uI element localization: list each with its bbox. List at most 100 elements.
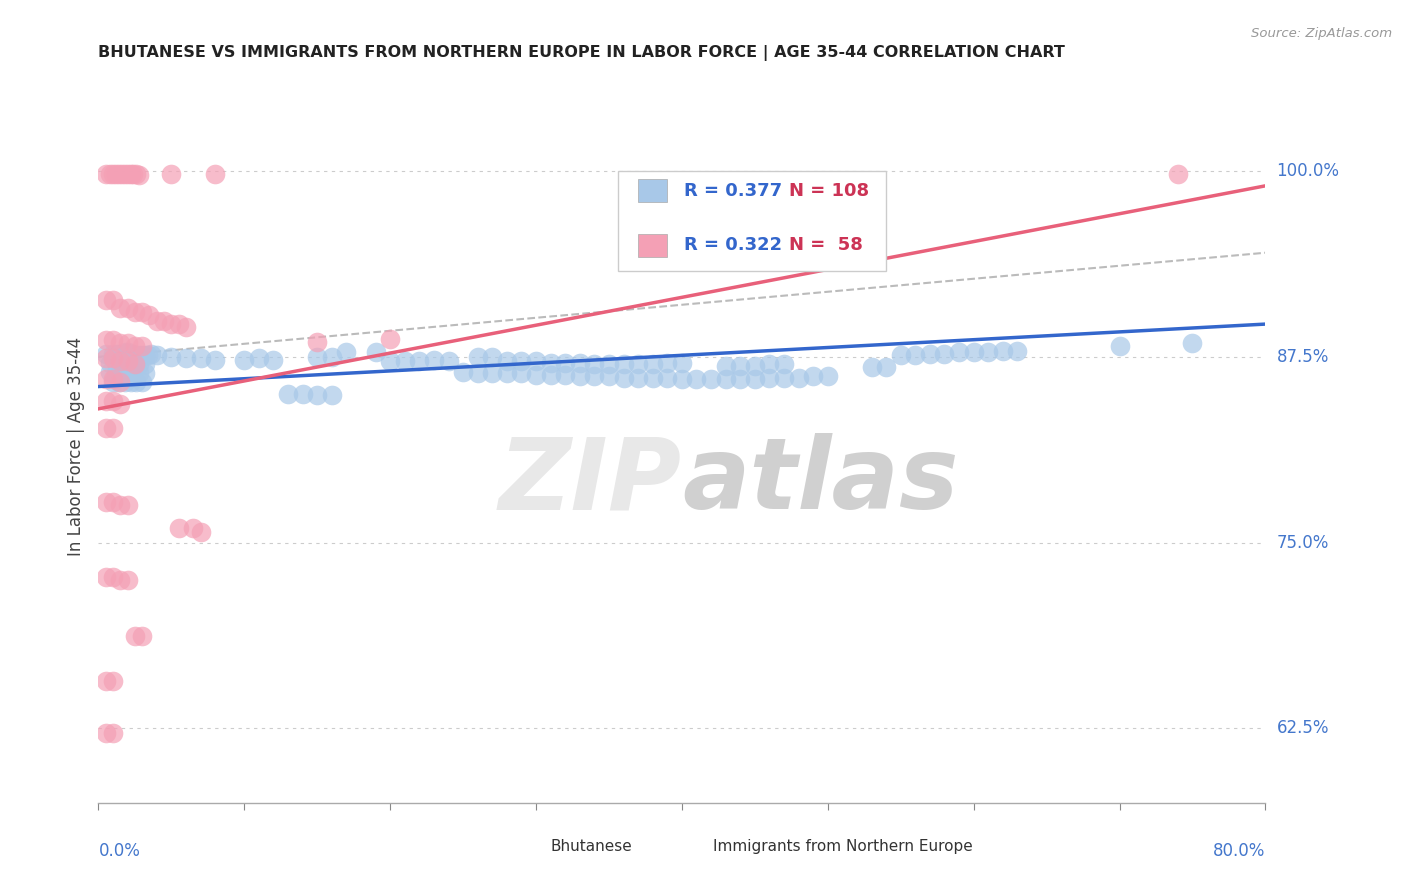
Point (728, 372, 751, 386)
Point (117, 336, 139, 351)
Point (744, 372, 766, 386)
Point (117, 345, 139, 359)
Point (94, 351, 117, 366)
Point (554, 356, 576, 370)
Point (540, 368, 562, 382)
Point (114, 167, 136, 181)
Point (174, 351, 197, 366)
Point (437, 354, 460, 368)
Point (583, 357, 606, 371)
Point (568, 369, 591, 384)
Point (131, 375, 153, 389)
Point (111, 357, 134, 371)
Point (817, 369, 839, 384)
Point (98, 365, 121, 379)
Point (94, 726, 117, 740)
Point (101, 372, 124, 386)
Point (641, 370, 664, 384)
Point (307, 388, 329, 402)
Point (247, 351, 270, 366)
Point (612, 357, 634, 371)
Point (291, 387, 314, 401)
Point (364, 345, 387, 359)
Point (101, 167, 124, 181)
Point (101, 726, 124, 740)
Point (568, 356, 591, 370)
Point (787, 370, 810, 384)
Point (110, 499, 132, 513)
Point (394, 354, 416, 368)
Point (125, 167, 148, 181)
Point (495, 354, 517, 368)
Point (627, 357, 650, 371)
FancyBboxPatch shape (617, 171, 886, 271)
Point (124, 357, 146, 371)
Point (104, 167, 127, 181)
Point (277, 387, 299, 401)
Point (167, 521, 190, 535)
Point (104, 366, 127, 380)
Point (773, 357, 796, 371)
Point (335, 345, 357, 359)
Point (101, 570, 124, 584)
Point (233, 352, 256, 367)
Point (108, 347, 131, 361)
Point (94, 421, 117, 435)
Point (131, 305, 153, 319)
Point (94, 334, 117, 348)
Point (423, 352, 446, 367)
Point (524, 368, 547, 382)
Point (510, 354, 533, 368)
Point (131, 339, 153, 353)
Point (101, 351, 124, 366)
Point (110, 336, 132, 351)
Point (134, 357, 156, 371)
Point (190, 525, 212, 540)
Text: 100.0%: 100.0% (1277, 162, 1340, 180)
Point (101, 347, 124, 361)
Point (124, 339, 146, 353)
Point (481, 366, 503, 380)
Point (524, 354, 547, 368)
Point (101, 394, 124, 409)
Point (991, 343, 1014, 358)
Point (510, 366, 533, 380)
Point (801, 369, 824, 384)
Point (657, 370, 679, 384)
Point (153, 314, 176, 328)
Y-axis label: In Labor Force | Age 35-44: In Labor Force | Age 35-44 (66, 336, 84, 556)
Point (128, 348, 150, 362)
Point (122, 347, 145, 361)
Point (111, 366, 134, 380)
Point (120, 167, 142, 181)
Point (744, 359, 766, 373)
Point (1167, 167, 1189, 181)
Point (977, 345, 1000, 359)
Text: BHUTANESE VS IMMIGRANTS FROM NORTHERN EUROPE IN LABOR FORCE | AGE 35-44 CORRELAT: BHUTANESE VS IMMIGRANTS FROM NORTHERN EU… (98, 45, 1066, 61)
Text: 62.5%: 62.5% (1277, 720, 1329, 738)
Point (104, 347, 127, 361)
Text: 87.5%: 87.5% (1277, 348, 1329, 366)
Point (627, 370, 650, 384)
Point (181, 521, 204, 535)
Point (671, 356, 693, 370)
Point (117, 499, 139, 513)
Point (94, 372, 117, 386)
Point (125, 348, 148, 362)
Point (451, 365, 474, 379)
Point (131, 348, 153, 362)
Point (204, 167, 226, 181)
Point (583, 369, 606, 384)
Point (481, 350, 503, 364)
Point (101, 421, 124, 435)
Point (714, 359, 737, 373)
Point (125, 375, 148, 389)
Text: 0.0%: 0.0% (98, 842, 141, 860)
Point (204, 352, 226, 367)
Point (108, 167, 131, 181)
Point (134, 366, 156, 380)
Point (408, 354, 430, 368)
Point (94, 293, 117, 308)
Point (101, 495, 124, 509)
Point (101, 293, 124, 308)
